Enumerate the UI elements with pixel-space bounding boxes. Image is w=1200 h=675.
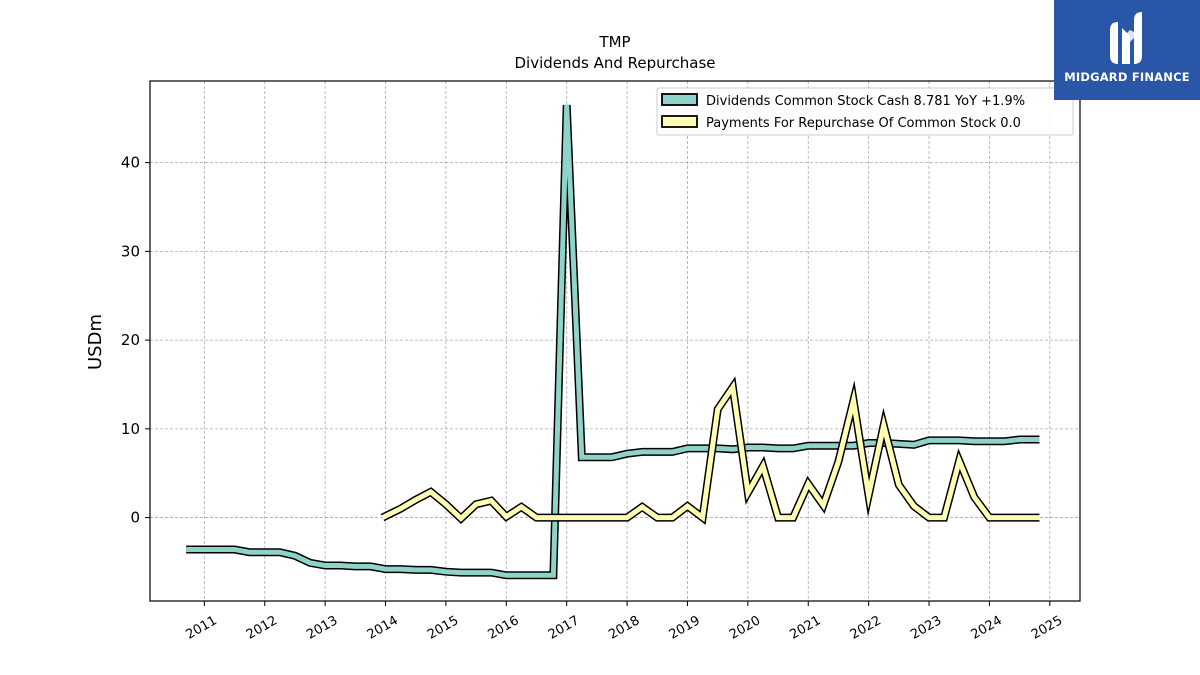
x-tick-label: 2021	[787, 613, 823, 643]
x-tick-label: 2016	[485, 613, 521, 643]
x-tick-label: 2020	[727, 613, 763, 643]
chart-subtitle: Dividends And Repurchase	[514, 54, 715, 72]
x-tick-label: 2023	[908, 613, 944, 643]
chart-title: TMP	[598, 33, 630, 51]
y-tick-label: 30	[121, 242, 140, 260]
legend: Dividends Common Stock Cash 8.781 YoY +1…	[656, 87, 1074, 136]
y-tick-label: 10	[121, 420, 140, 438]
x-tick-label: 2014	[365, 613, 401, 643]
x-tick-label: 2013	[304, 613, 340, 643]
legend-box	[656, 87, 1074, 136]
x-tick-label: 2011	[184, 613, 220, 643]
series-layer	[186, 104, 1040, 580]
ticks: 2011 2012 2013 2014 2015 2016 2017 2018 2019 2020…	[121, 154, 1065, 643]
x-tick-label: 2019	[667, 613, 703, 643]
legend-label-dividends: Dividends Common Stock Cash 8.781 YoY +1…	[706, 94, 1025, 109]
x-tick-label: 2017	[546, 613, 582, 643]
midgard-finance-logo: MIDGARD FINANCE	[1054, 0, 1200, 100]
legend-swatch-repurchase	[661, 115, 698, 128]
series-line-dividends	[186, 104, 1040, 578]
x-tick-label: 2018	[606, 613, 642, 643]
y-tick-label: 40	[121, 154, 140, 172]
y-axis-label: USDm	[85, 314, 106, 370]
legend-swatch-dividends	[661, 93, 698, 106]
x-tick-label: 2022	[848, 613, 884, 643]
x-tick-label: 2024	[969, 613, 1005, 643]
x-tick-label: 2012	[244, 613, 280, 643]
series-line-repurchase	[381, 380, 1040, 523]
logo-name: MIDGARD FINANCE	[1064, 70, 1190, 84]
legend-label-repurchase: Payments For Repurchase Of Common Stock …	[706, 116, 1021, 131]
logo-mark-icon	[1110, 12, 1142, 64]
x-tick-label: 2015	[425, 613, 461, 643]
y-tick-label: 0	[130, 509, 140, 527]
plot-frame	[149, 80, 1081, 602]
y-tick-label: 20	[121, 331, 140, 349]
grid	[150, 81, 1080, 601]
x-tick-label: 2025	[1029, 613, 1065, 643]
